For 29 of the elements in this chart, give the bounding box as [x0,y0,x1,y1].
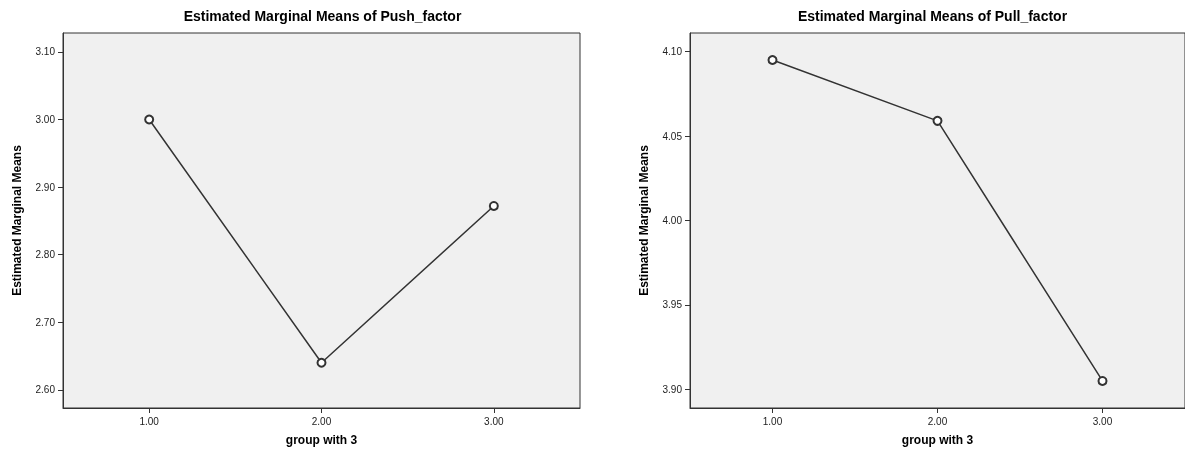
y-tick-label: 3.10 [35,46,56,58]
x-axis-title: group with 3 [285,433,358,447]
y-tick-label: 4.00 [662,215,683,226]
point [932,115,943,126]
y-axis-title: Estimated Marginal Means [637,144,651,296]
y-tick-label: 4.10 [662,46,683,58]
x-axis-title: group with 3 [901,433,974,447]
y-tick-label: 3.00 [35,113,56,125]
y-tick-label: 2.80 [35,249,56,261]
x-tick-label: 1.00 [762,415,783,427]
point [488,200,499,211]
y-tick-label: 2.70 [35,316,56,328]
x-tick-label: 2.00 [927,415,948,427]
y-tick-label: 2.90 [35,181,56,193]
y-tick-label: 4.05 [662,130,683,142]
y-tick-label: 3.95 [662,299,683,311]
x-tick-label: 3.00 [484,415,504,427]
point [144,114,155,125]
x-tick-label: 3.00 [1092,415,1113,427]
x-tick-label: 1.00 [139,415,160,427]
y-tick-label: 2.60 [35,384,56,396]
point [1097,375,1108,386]
x-tick-label: 2.00 [311,415,332,427]
y-tick-label: 3.90 [662,383,683,395]
point [316,357,327,368]
chart-title: Estimated Marginal Means of Pull_factor [797,8,1068,24]
y-axis-title: Estimated Marginal Means [10,144,24,296]
chart-title: Estimated Marginal Means of Push_factor [183,8,462,24]
point [767,55,778,66]
